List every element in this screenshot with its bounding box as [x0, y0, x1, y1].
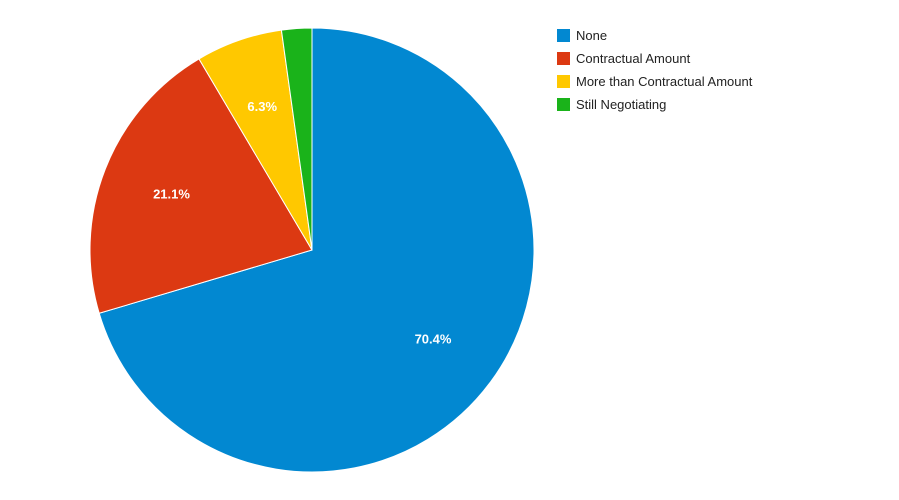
legend-label: Still Negotiating — [576, 97, 667, 112]
legend-item-contractual-amount: Contractual Amount — [557, 47, 752, 70]
data-label-none: 70.4% — [415, 332, 452, 347]
pie-slice-still-negotiating — [280, 27, 313, 251]
legend-label: More than Contractual Amount — [576, 74, 753, 89]
chart-legend: None Contractual Amount More than Contract… — [557, 24, 752, 116]
legend-swatch — [557, 29, 570, 42]
data-label-contractual-amount: 21.1% — [153, 186, 190, 201]
pie-slice-none — [98, 27, 535, 473]
legend-item-still-negotiating: Still Negotiating — [557, 93, 752, 116]
legend-swatch — [557, 98, 570, 111]
legend-label: None — [576, 28, 608, 43]
pie-data-labels: 70.4% 21.1% 6.3% — [153, 99, 452, 347]
legend-swatch — [557, 75, 570, 88]
legend-label: Contractual Amount — [576, 51, 691, 66]
legend-item-more-than-contractual-amount: More than Contractual Amount — [557, 70, 752, 93]
pie-slice-contractual-amount — [89, 58, 313, 314]
legend-item-none: None — [557, 24, 752, 47]
legend-swatch — [557, 52, 570, 65]
data-label-more-than-contractual-amount: 6.3% — [247, 99, 277, 114]
pie-slices — [89, 27, 535, 473]
